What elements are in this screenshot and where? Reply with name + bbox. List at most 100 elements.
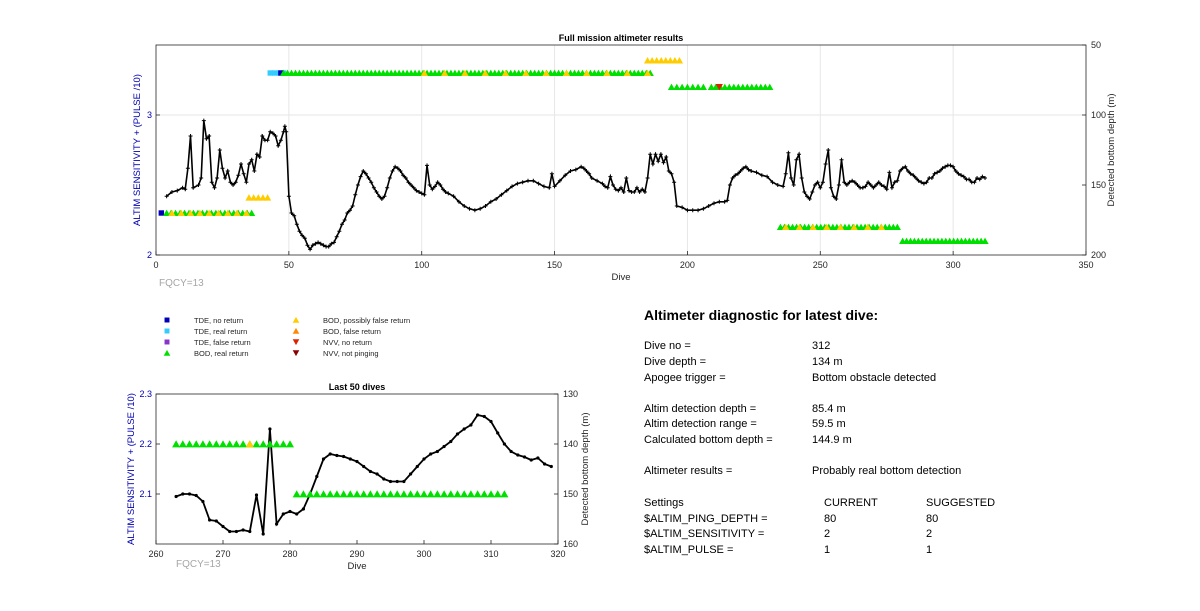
legend-label: TDE, false return	[194, 338, 251, 347]
depth-point	[247, 162, 251, 166]
depth-point	[557, 178, 562, 183]
depth-point	[300, 233, 305, 238]
depth-point	[727, 183, 732, 187]
x-tick-label: 250	[813, 260, 828, 270]
depth-point	[169, 190, 174, 194]
y-left-tick-label: 3	[147, 110, 152, 120]
setting-current-sensitivity: 2	[824, 528, 831, 540]
depth-point	[746, 167, 751, 172]
depth-point	[270, 131, 275, 136]
x-tick-label: 310	[483, 549, 498, 559]
depth-point	[435, 180, 440, 185]
setting-suggested-ping-depth: 80	[926, 513, 939, 525]
depth-point	[611, 183, 616, 187]
depth-point	[863, 184, 868, 189]
altimeter-marker	[267, 70, 273, 76]
altimeter-marker	[366, 490, 375, 498]
depth-point	[584, 169, 589, 173]
depth-point	[284, 129, 289, 134]
altimeter-marker	[480, 490, 489, 498]
altimeter-marker	[279, 440, 288, 448]
depth-point	[975, 176, 980, 180]
y-right-tick-label: 130	[563, 389, 578, 399]
depth-point	[972, 180, 977, 185]
depth-point	[217, 148, 222, 152]
depth-point	[194, 493, 198, 498]
altimeter-marker	[393, 490, 402, 498]
depth-point	[254, 152, 259, 157]
depth-point	[820, 180, 825, 185]
depth-point	[903, 164, 908, 169]
depth-point	[608, 174, 613, 179]
altimeter-marker	[250, 194, 258, 201]
y-right-tick-label: 100	[1091, 110, 1106, 120]
setting-current-ping-depth: 80	[824, 513, 837, 525]
depth-point	[961, 174, 966, 179]
depth-point	[429, 452, 433, 456]
depth-point	[812, 183, 817, 187]
depth-point	[374, 190, 379, 194]
y-left-tick-label: 2.3	[139, 389, 152, 399]
depth-point	[456, 199, 461, 204]
depth-point	[282, 124, 287, 129]
diagnostic-label-apogee-trigger: Apogee trigger =	[644, 372, 726, 384]
depth-point	[983, 176, 988, 180]
altimeter-marker	[186, 209, 195, 217]
altimeter-marker	[359, 490, 368, 498]
x-tick-label: 0	[153, 260, 158, 270]
depth-point	[959, 173, 964, 178]
x-tick-label: 200	[680, 260, 695, 270]
altimeter-marker	[399, 490, 408, 498]
depth-point	[233, 180, 238, 185]
depth-point	[911, 173, 916, 178]
plot-area	[156, 45, 1086, 255]
altimeter-marker	[254, 194, 262, 201]
depth-point	[395, 479, 399, 484]
x-axis-label: Dive	[347, 561, 366, 572]
altimeter-marker	[198, 440, 207, 448]
depth-point	[632, 190, 637, 194]
depth-point	[640, 187, 645, 192]
x-tick-label: 300	[946, 260, 961, 270]
altimeter-marker	[583, 69, 591, 77]
altimeter-marker	[522, 69, 530, 77]
altimeter-marker	[461, 69, 469, 77]
chart-title: Full mission altimeter results	[559, 33, 684, 43]
altimeter-marker	[782, 223, 790, 231]
depth-point	[810, 190, 815, 194]
depth-point	[375, 472, 379, 476]
depth-point	[802, 190, 807, 194]
altimeter-marker	[440, 490, 449, 498]
depth-point	[425, 163, 430, 168]
depth-point	[254, 493, 259, 497]
diagnostic-label-bottom-depth: Calculated bottom depth =	[644, 434, 773, 446]
depth-point	[826, 148, 831, 152]
altimeter-marker	[466, 490, 475, 498]
altimeter-marker	[877, 223, 885, 231]
depth-point	[278, 138, 283, 143]
depth-point	[967, 177, 972, 182]
legend-label: TDE, real return	[194, 327, 247, 336]
altimeter-marker	[675, 56, 684, 64]
altimeter-marker	[481, 69, 489, 77]
depth-point	[451, 194, 456, 199]
altimeter-marker	[493, 490, 502, 498]
altimeter-marker	[245, 440, 254, 448]
x-tick-label: 270	[215, 549, 230, 559]
altimeter-marker	[292, 490, 301, 498]
y-right-tick-label: 140	[563, 439, 578, 449]
depth-point	[980, 174, 985, 179]
legend-label: TDE, no return	[194, 316, 243, 325]
depth-point	[496, 431, 500, 435]
depth-point	[672, 180, 677, 185]
depth-point	[589, 176, 594, 180]
depth-point	[403, 176, 408, 180]
altimeter-marker	[603, 69, 611, 77]
depth-point	[273, 134, 278, 138]
depth-point	[733, 173, 738, 178]
altimeter-marker	[264, 194, 272, 201]
depth-point	[180, 185, 185, 190]
depth-point	[334, 234, 339, 239]
depth-point	[164, 194, 169, 199]
depth-point	[371, 185, 376, 190]
